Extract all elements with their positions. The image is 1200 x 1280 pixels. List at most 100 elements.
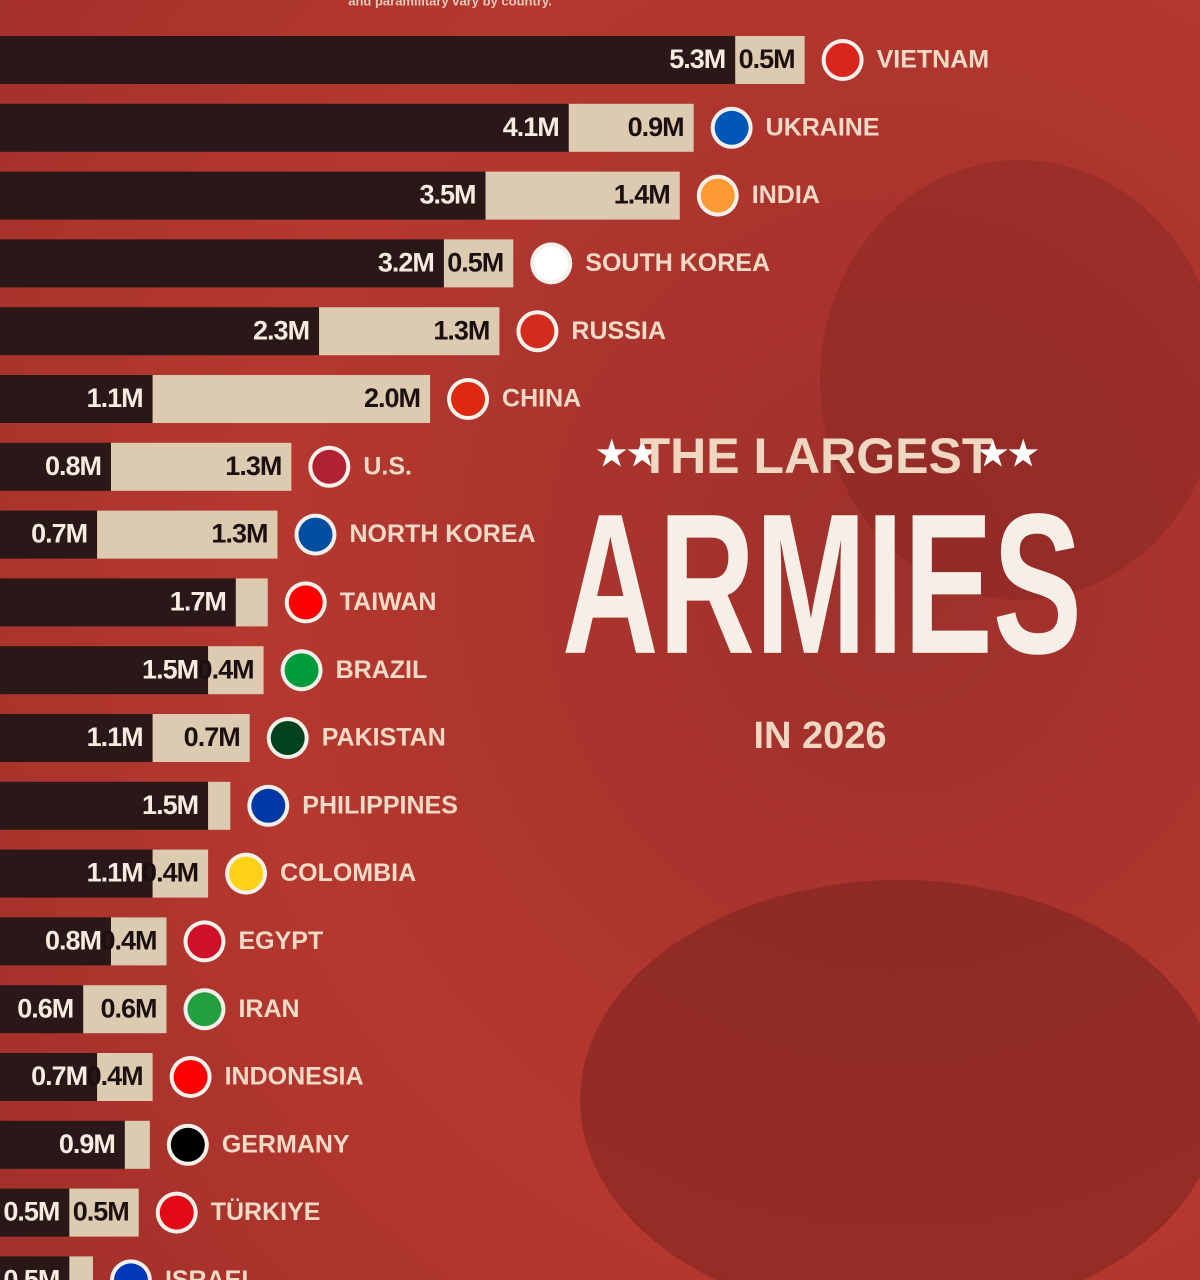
bar-segment [124, 1120, 150, 1169]
bar-segment [0, 917, 111, 966]
value-label: 0.4M [142, 858, 198, 888]
country-label: PAKISTAN [322, 724, 446, 752]
country-label: UKRAINE [766, 113, 880, 141]
country-label: IRAN [238, 995, 299, 1023]
value-label: 4.1M [503, 112, 559, 142]
stars: ★★ [978, 435, 1039, 473]
flag [520, 314, 555, 349]
value-label: 0.8M [45, 926, 101, 956]
country-label: SOUTH KOREA [585, 249, 770, 277]
value-label: 5.3M [669, 44, 725, 74]
value-label: 0.5M [739, 44, 795, 74]
flag [714, 110, 749, 145]
value-label: 0.8M [45, 451, 101, 481]
country-label: TÜRKIYE [211, 1197, 321, 1226]
value-label: 1.1M [87, 858, 143, 888]
flag [159, 1195, 194, 1230]
bar-segment [443, 239, 514, 288]
flag [825, 43, 860, 77]
value-label: 1.3M [433, 315, 489, 345]
value-label: 0.4M [198, 654, 254, 684]
flag [251, 788, 286, 823]
bar-segment [83, 985, 167, 1034]
bar-segment [485, 171, 680, 220]
country-label: CHINA [502, 385, 581, 413]
value-label: 2.0M [364, 383, 420, 413]
bar-segment [110, 442, 292, 491]
flag [312, 449, 347, 484]
flag [700, 178, 735, 213]
value-label: 0.9M [59, 1129, 115, 1159]
value-label: 1.5M [142, 790, 198, 820]
bar-segment [735, 36, 805, 84]
bar-segment [0, 1120, 125, 1169]
bar-segment [0, 578, 236, 627]
chart-title-main: ARMIES [562, 473, 1082, 696]
value-label: 0.4M [100, 926, 156, 956]
value-label: 0.9M [628, 112, 684, 142]
country-label: COLOMBIA [280, 859, 416, 887]
bar-segment [69, 1256, 93, 1280]
value-label: 1.3M [225, 451, 281, 481]
value-label: 0.6M [17, 993, 73, 1023]
value-label: 0.7M [31, 1061, 87, 1091]
smoke [820, 160, 1200, 600]
bar-segment [0, 985, 84, 1034]
bar-segment [0, 714, 153, 762]
flag [229, 856, 264, 891]
country-label: INDONESIA [225, 1063, 364, 1091]
bar-segment [97, 1053, 153, 1101]
flag [451, 382, 486, 416]
flag [288, 585, 323, 620]
value-label: 3.5M [420, 180, 476, 210]
bar-segment [568, 103, 694, 152]
bar-segment [0, 307, 320, 356]
flag [173, 1060, 208, 1094]
value-label: 0.5M [3, 1197, 59, 1227]
bar-segment [152, 375, 431, 423]
value-label: 0.4M [87, 1061, 143, 1091]
value-label: 0.6M [100, 993, 156, 1023]
value-label: 0.7M [31, 519, 87, 549]
bar-segment [0, 510, 98, 559]
value-label: 1.5M [142, 654, 198, 684]
chart-subtitle: IN 2026 [753, 715, 886, 757]
chart-title: THE LARGEST [640, 428, 993, 484]
bar-segment [0, 442, 111, 491]
bar-segment [110, 917, 167, 966]
country-label: BRAZIL [336, 656, 428, 684]
bar-segment [152, 714, 250, 762]
bar-segment [235, 578, 268, 627]
bar-segment [152, 849, 209, 898]
bar-segment [0, 1256, 70, 1280]
flag [170, 1127, 205, 1162]
bar-segment [319, 307, 500, 356]
bar-segment [0, 171, 486, 220]
country-label: ISRAEL [165, 1266, 257, 1280]
country-label: RUSSIA [571, 317, 665, 345]
value-label: 1.1M [87, 383, 143, 413]
value-label: 0.7M [184, 722, 240, 752]
value-label: 0.5M [447, 248, 503, 278]
bar-segment [0, 849, 153, 898]
flag [270, 721, 305, 755]
bar-segment [0, 103, 569, 152]
flag [113, 1263, 148, 1280]
value-label: 0.5M [3, 1265, 59, 1280]
bar-segment [208, 781, 231, 830]
country-label: GERMANY [222, 1130, 350, 1158]
bar-segment [97, 510, 278, 559]
country-label: VIETNAM [877, 46, 990, 74]
value-label: 0.5M [73, 1197, 129, 1227]
country-label: U.S. [363, 452, 412, 480]
value-label: 2.3M [253, 315, 309, 345]
country-label: EGYPT [238, 927, 323, 955]
country-label: INDIA [752, 181, 820, 209]
flag [298, 517, 333, 552]
bar-segment [0, 1053, 98, 1101]
value-label: 1.3M [211, 519, 267, 549]
bar-segment [69, 1188, 139, 1237]
bar-segment [0, 239, 444, 288]
flag [534, 246, 569, 281]
